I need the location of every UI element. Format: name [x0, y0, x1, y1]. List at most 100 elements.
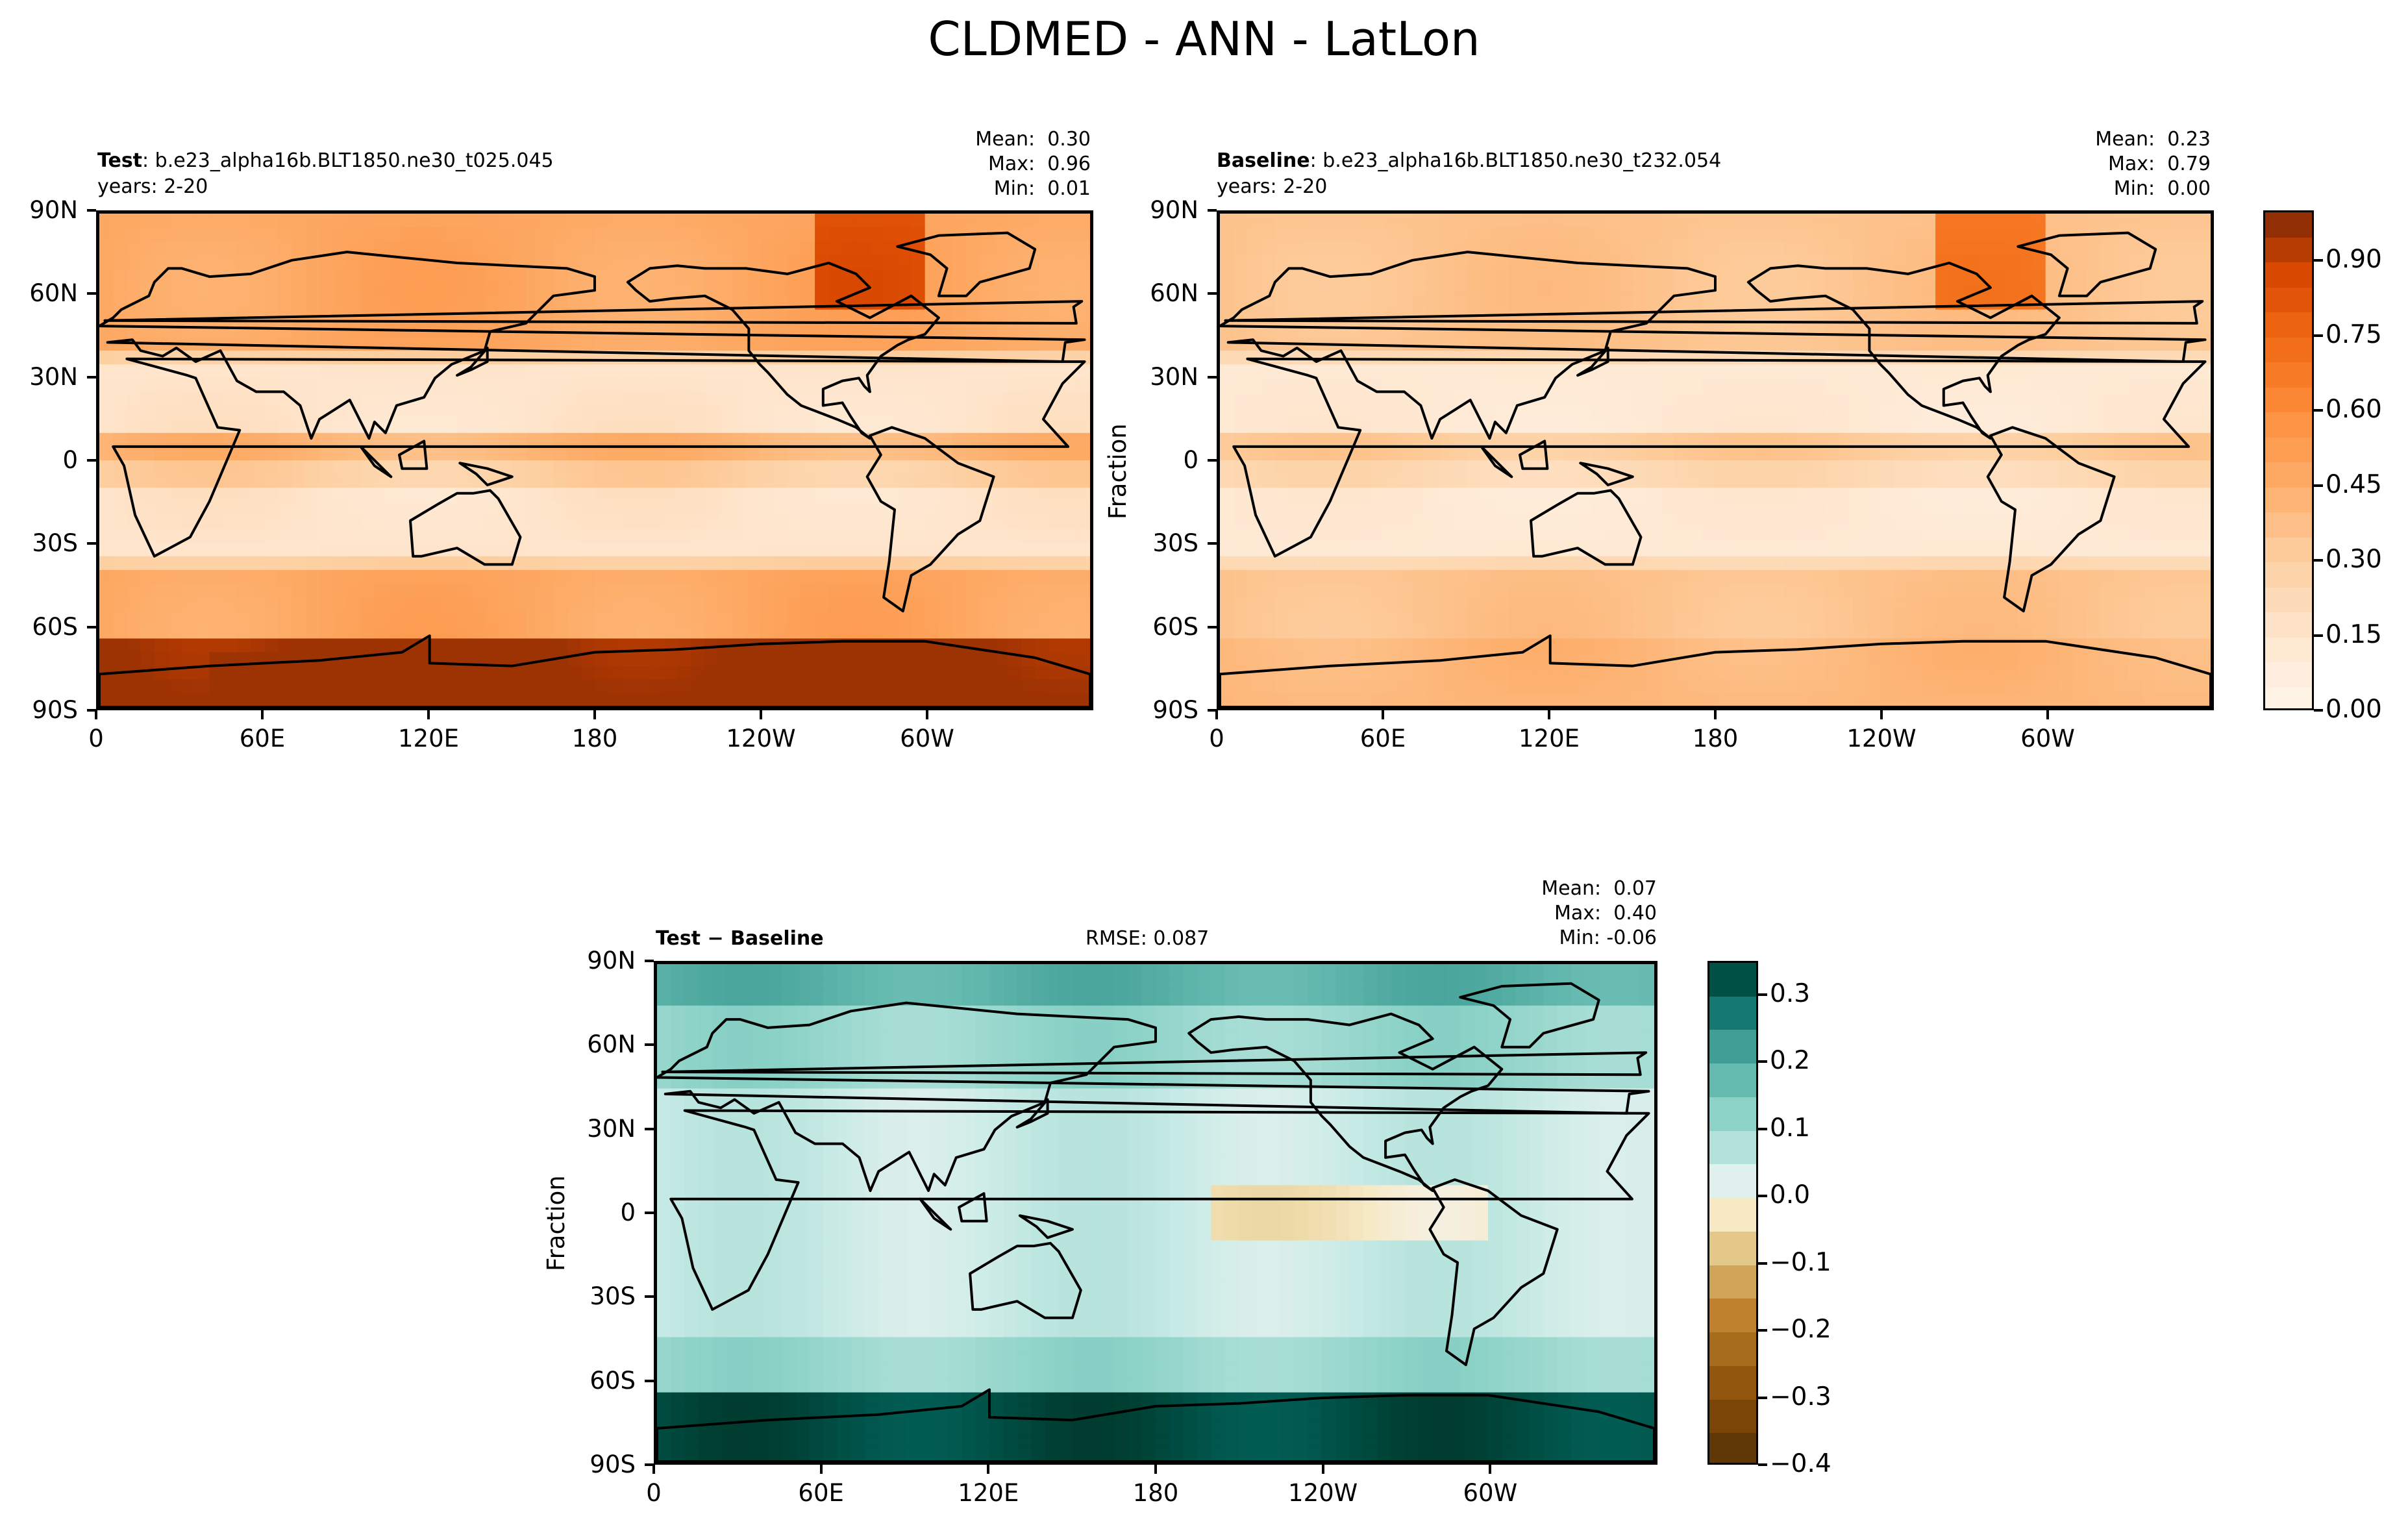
baseline-map-cell	[1454, 295, 1469, 310]
baseline-map-cell	[1825, 584, 1840, 598]
baseline-map-cell	[1701, 652, 1716, 667]
baseline-map-cell	[1316, 638, 1331, 653]
test-map-cell	[691, 405, 706, 420]
test-map-cell	[773, 597, 788, 612]
test-map-cell	[856, 693, 871, 707]
baseline-map-cell	[1963, 337, 1978, 351]
baseline-map-cell	[1880, 351, 1895, 366]
test-map-cell	[236, 405, 251, 420]
baseline-map-cell	[1234, 569, 1248, 584]
test-map-cell	[760, 501, 775, 516]
baseline-map-cell	[1495, 528, 1509, 543]
test-map-cell	[526, 679, 541, 694]
test-map-cell	[760, 337, 775, 351]
baseline-map-cell	[1495, 282, 1509, 297]
test-map-cell	[760, 227, 775, 242]
test-map-cell	[113, 419, 128, 434]
test-map-cell	[540, 638, 554, 653]
test-map-cell	[1007, 364, 1022, 379]
baseline-map-cell	[1674, 556, 1689, 571]
test-map-cell	[1062, 241, 1077, 256]
baseline-map-cell	[1894, 611, 1909, 626]
test-map-cell	[897, 474, 912, 489]
baseline-map-cell	[1701, 378, 1716, 393]
test-map-cell	[677, 364, 692, 379]
test-map-cell	[567, 528, 582, 543]
baseline-map-cell	[1357, 241, 1372, 256]
baseline-map-cell	[1550, 392, 1565, 406]
test-map-cell	[347, 378, 362, 393]
baseline-map-cell	[1454, 488, 1469, 503]
test-map-cell	[801, 625, 815, 640]
test-map-cell	[828, 515, 843, 530]
baseline-map-cell	[1440, 460, 1455, 475]
baseline-map-cell	[1756, 542, 1771, 557]
baseline-map-cell	[2128, 432, 2142, 447]
baseline-map-cell	[2169, 227, 2184, 242]
baseline-map-cell	[1495, 268, 1509, 283]
baseline-map-cell	[1743, 501, 1757, 516]
test-map-cell	[595, 255, 609, 269]
baseline-map-cell	[1907, 309, 1922, 324]
test-map-cell	[856, 569, 871, 584]
test-map-cell	[1076, 323, 1090, 338]
baseline-map-cell	[1646, 584, 1661, 598]
baseline-map-cell	[1220, 405, 1234, 420]
baseline-map-cell	[1302, 255, 1317, 269]
baseline-map-cell	[2128, 392, 2142, 406]
test-map-cell	[140, 378, 155, 393]
test-map-cell	[223, 584, 238, 598]
test-map-cell	[113, 652, 128, 667]
test-map-cell	[333, 569, 348, 584]
baseline-map-cell	[2100, 584, 2115, 598]
baseline-map-cell	[1783, 515, 1798, 530]
test-map-cell	[966, 419, 981, 434]
baseline-map-cell	[1220, 556, 1234, 571]
test-map-cell	[801, 337, 815, 351]
test-map-cell	[746, 652, 761, 667]
test-map-cell	[773, 460, 788, 475]
test-map-cell	[319, 597, 334, 612]
test-map-cell	[828, 528, 843, 543]
test-map-cell	[911, 255, 926, 269]
test-map-cell	[884, 488, 899, 503]
baseline-map-cell	[2018, 556, 2033, 571]
baseline-map-cell	[1247, 392, 1262, 406]
baseline-map-cell	[1715, 378, 1730, 393]
test-map-cell	[732, 569, 747, 584]
baseline-map-cell	[1330, 378, 1345, 393]
test-map-cell	[595, 309, 609, 324]
test-map-cell	[567, 419, 582, 434]
baseline-map-cell	[1467, 268, 1482, 283]
test-map-cell	[801, 679, 815, 694]
test-map-cell	[498, 693, 513, 707]
test-map-cell	[292, 542, 306, 557]
test-map-cell	[966, 597, 981, 612]
test-map-cell	[1062, 584, 1077, 598]
baseline-map-cell	[1839, 569, 1854, 584]
test-map-cell	[691, 679, 706, 694]
baseline-map-cell	[1385, 488, 1400, 503]
baseline-map-cell	[1563, 295, 1578, 310]
baseline-map-cell	[1674, 323, 1689, 338]
baseline-map-cell	[1398, 460, 1413, 475]
baseline-map-cell	[1509, 392, 1524, 406]
test-map-cell	[938, 378, 953, 393]
baseline-map-cell	[1921, 227, 1936, 242]
test-map-cell	[760, 309, 775, 324]
test-map-cell	[429, 679, 444, 694]
test-map-cell	[374, 611, 389, 626]
baseline-map-cell	[2142, 638, 2157, 653]
baseline-map-cell	[1481, 638, 1496, 653]
test-map-cell	[264, 584, 279, 598]
baseline-map-cell	[1509, 584, 1524, 598]
baseline-map-cell	[1330, 446, 1345, 461]
baseline-map-cell	[1949, 419, 1964, 434]
baseline-map-cell	[2142, 528, 2157, 543]
test-map-cell	[347, 295, 362, 310]
test-map-cell	[911, 474, 926, 489]
baseline-map-cell	[1701, 515, 1716, 530]
test-map-cell	[595, 337, 609, 351]
test-map-cell	[938, 693, 953, 707]
baseline-map-cell	[1852, 515, 1867, 530]
